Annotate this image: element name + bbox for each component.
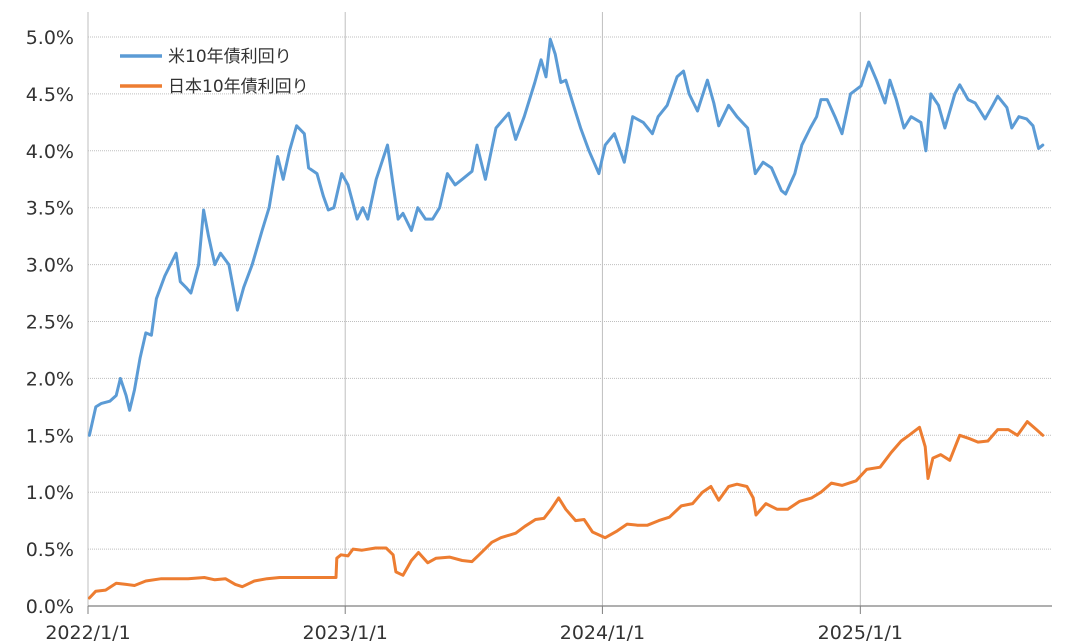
y-tick-label: 5.0% (26, 27, 74, 49)
x-tick-labels: 2022/1/1 2023/1/1 2024/1/1 2025/1/1 (45, 622, 903, 641)
y-tick-label: 1.5% (26, 425, 74, 447)
legend-label-0: 米10年債利回り (168, 47, 292, 67)
x-grid-lines (87, 12, 861, 614)
y-tick-label: 3.5% (26, 198, 74, 220)
series-line-0 (87, 37, 1045, 437)
y-tick-label: 2.0% (26, 368, 74, 390)
series-lines (87, 37, 1045, 600)
x-tick-label: 2024/1/1 (560, 622, 645, 641)
x-tick-label: 2023/1/1 (303, 622, 388, 641)
grid-lines (88, 36, 1052, 550)
y-tick-label: 4.0% (26, 141, 74, 163)
legend-label-1: 日本10年債利回り (168, 77, 309, 97)
y-tick-label: 1.0% (26, 482, 74, 504)
y-tick-label: 2.5% (26, 312, 74, 334)
y-tick-label: 3.0% (26, 255, 74, 277)
x-tick-label: 2022/1/1 (45, 622, 130, 641)
y-tick-labels: 0.0% 0.5% 1.0% 1.5% 2.0% 2.5% 3.0% 3.5% 4.0% 4.5%… (26, 27, 74, 618)
y-tick-label: 0.5% (26, 539, 74, 561)
series-line-1 (87, 420, 1045, 600)
y-tick-label: 0.0% (26, 596, 74, 618)
x-tick-label: 2025/1/1 (818, 622, 903, 641)
y-tick-label: 4.5% (26, 84, 74, 106)
